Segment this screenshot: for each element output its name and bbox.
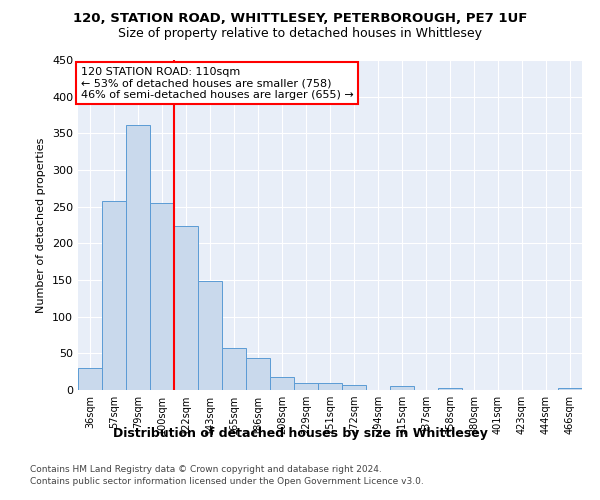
- Text: Contains public sector information licensed under the Open Government Licence v3: Contains public sector information licen…: [30, 478, 424, 486]
- Bar: [246, 358, 270, 390]
- Bar: [318, 384, 342, 390]
- Bar: [390, 386, 414, 390]
- Bar: [270, 377, 294, 390]
- Bar: [126, 124, 150, 390]
- Text: 120 STATION ROAD: 110sqm
← 53% of detached houses are smaller (758)
46% of semi-: 120 STATION ROAD: 110sqm ← 53% of detach…: [80, 66, 353, 100]
- Text: Contains HM Land Registry data © Crown copyright and database right 2024.: Contains HM Land Registry data © Crown c…: [30, 465, 382, 474]
- Bar: [198, 282, 222, 390]
- Text: 120, STATION ROAD, WHITTLESEY, PETERBOROUGH, PE7 1UF: 120, STATION ROAD, WHITTLESEY, PETERBORO…: [73, 12, 527, 26]
- Bar: [174, 226, 198, 390]
- Bar: [78, 368, 102, 390]
- Bar: [150, 203, 174, 390]
- Bar: [438, 388, 462, 390]
- Bar: [102, 201, 126, 390]
- Text: Distribution of detached houses by size in Whittlesey: Distribution of detached houses by size …: [113, 428, 487, 440]
- Bar: [294, 382, 318, 390]
- Bar: [558, 388, 582, 390]
- Y-axis label: Number of detached properties: Number of detached properties: [37, 138, 46, 312]
- Text: Size of property relative to detached houses in Whittlesey: Size of property relative to detached ho…: [118, 28, 482, 40]
- Bar: [342, 385, 366, 390]
- Bar: [222, 348, 246, 390]
